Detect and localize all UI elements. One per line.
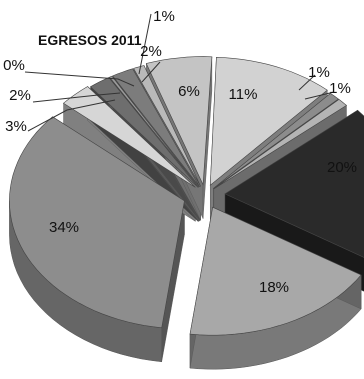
pie-slice-2 <box>213 99 348 190</box>
leader-lines <box>24 13 335 132</box>
leader-line-7 <box>32 92 121 103</box>
slice-label-0: 11% <box>229 86 258 103</box>
leader-line-9 <box>141 61 161 83</box>
pie-slice-7 <box>89 77 199 188</box>
pie-slice-1 <box>213 93 339 189</box>
leader-line-6 <box>27 99 116 132</box>
slice-label-2: 1% <box>329 80 351 97</box>
slice-top-layer <box>9 56 364 336</box>
pie-slice-4 <box>189 206 362 336</box>
leader-line-2 <box>304 91 335 100</box>
slice-label-5: 34% <box>49 219 79 236</box>
slice-label-11: 6% <box>178 83 200 100</box>
leader-line-10 <box>138 13 152 75</box>
slice-label-3: 20% <box>327 159 357 176</box>
chart-title: EGRESOS 2011 <box>38 32 142 48</box>
slice-labels: 11%1%1%20%18%34%3%2%0%2%1%6% <box>3 8 357 296</box>
pie-slice-3 <box>224 109 364 258</box>
pie-slice-8 <box>109 75 200 188</box>
slice-label-8: 0% <box>3 57 25 74</box>
slice-label-10: 1% <box>153 8 175 25</box>
slice-label-4: 18% <box>259 279 289 296</box>
pie-slice-11 <box>145 56 213 186</box>
leader-line-8 <box>24 71 135 87</box>
slice-label-6: 3% <box>5 118 27 135</box>
pie-slice-6 <box>62 86 196 188</box>
slice-label-1: 1% <box>308 64 330 81</box>
pie-slice-10 <box>133 65 202 187</box>
pie-slice-5 <box>9 116 185 329</box>
slice-label-7: 2% <box>9 87 31 104</box>
pie-slice-0 <box>209 56 328 186</box>
leader-line-1 <box>298 74 316 91</box>
pie-slice-9 <box>112 68 200 188</box>
slice-label-9: 2% <box>140 43 162 60</box>
